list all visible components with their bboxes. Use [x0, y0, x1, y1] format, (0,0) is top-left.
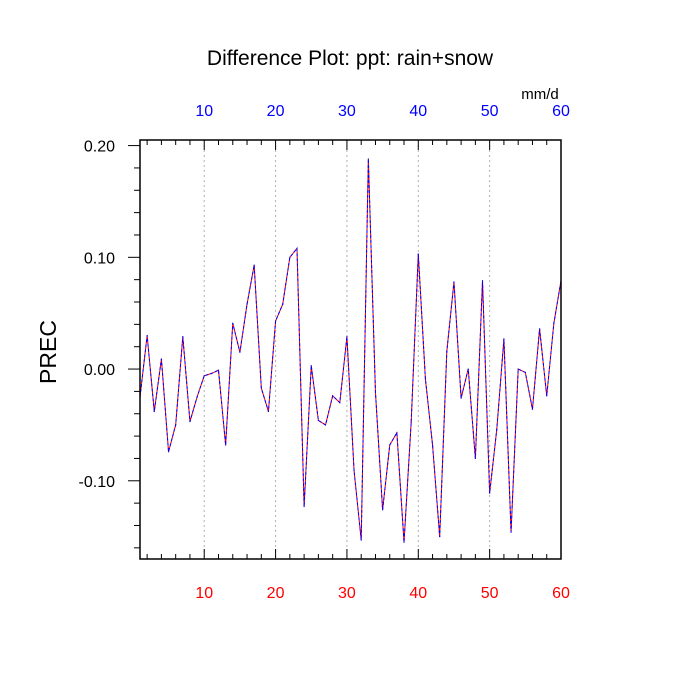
series-point [474, 457, 476, 460]
y-tick-label: 0.20 [84, 139, 115, 156]
series-point [503, 338, 505, 340]
x-tick-label-top: 40 [409, 103, 427, 120]
series-point [417, 253, 419, 255]
x-tick-label-top: 30 [338, 103, 356, 120]
series-point [496, 428, 498, 430]
series-point [260, 387, 262, 389]
series-point [274, 320, 277, 322]
x-tick-label-bottom: 40 [409, 585, 427, 602]
series-point [439, 536, 441, 538]
series-point [189, 420, 191, 423]
series-point [382, 509, 384, 511]
series-point [310, 365, 312, 367]
series-line [139, 158, 562, 543]
x-tick-label-top: 10 [195, 103, 213, 120]
x-tick-label-top: 50 [481, 103, 499, 120]
plot-frame [139, 139, 562, 560]
y-tick-label: 0.00 [84, 362, 115, 379]
x-tick-label-bottom: 50 [481, 585, 499, 602]
series-point [253, 264, 255, 266]
series-point [196, 396, 198, 398]
series-point [553, 322, 555, 324]
series-point [160, 358, 163, 360]
series-point [346, 336, 348, 338]
x-tick-label-top: 20 [267, 103, 285, 120]
series-point [246, 303, 248, 305]
series-point [153, 410, 155, 413]
series-point [175, 424, 177, 426]
series-point [460, 397, 462, 399]
series-point [396, 432, 398, 434]
series-point [332, 395, 334, 397]
series-point [517, 368, 519, 370]
series-point [267, 410, 270, 413]
series-point [282, 303, 284, 305]
series-point [546, 395, 548, 397]
series-point [524, 371, 526, 374]
series-point [389, 444, 391, 446]
chart-title: Difference Plot: ppt: rain+snow [207, 47, 494, 70]
series-point [374, 391, 377, 394]
series-point [339, 401, 341, 404]
series-point [225, 444, 227, 446]
series-point [289, 256, 291, 258]
series-point [167, 451, 170, 453]
series-point [324, 424, 327, 426]
series-point [203, 375, 205, 377]
series-point [317, 419, 319, 422]
series-point [182, 336, 184, 338]
series-point [296, 247, 298, 249]
series-point [481, 280, 484, 282]
series-point [367, 158, 369, 160]
series-point [360, 539, 362, 541]
x-tick-label-bottom: 30 [338, 585, 356, 602]
y-tick-label: -0.10 [79, 474, 116, 491]
x-tick-label-top: 60 [552, 103, 570, 120]
series-point [467, 368, 469, 370]
series-point [303, 505, 305, 508]
series-line-under [139, 158, 562, 543]
series-point [239, 351, 241, 353]
series-point [446, 350, 448, 352]
x-tick-label-bottom: 10 [195, 585, 213, 602]
series-point [232, 322, 234, 324]
top-axis-units: mm/d [521, 86, 559, 103]
series-point [210, 372, 212, 375]
series-point [510, 531, 512, 533]
series-point [489, 492, 491, 494]
series-point [403, 541, 405, 543]
axis-layer [128, 139, 562, 560]
series-point [410, 422, 412, 424]
series-point [431, 444, 434, 446]
x-tick-label-bottom: 60 [552, 585, 570, 602]
y-tick-label: 0.10 [84, 250, 115, 267]
series-point [531, 408, 534, 410]
series-point [146, 334, 148, 337]
series-point [453, 281, 455, 283]
series-point [424, 378, 427, 380]
y-axis-label: PREC [35, 320, 61, 384]
series-point [353, 470, 355, 472]
tick-label-layer: 10 10 20 20 30 30 40 40 50 50 60 60 0.20 0.10 0.00 -0.1… [79, 103, 570, 602]
series-point [217, 369, 220, 371]
series-point [538, 328, 541, 330]
x-tick-label-bottom: 20 [267, 585, 285, 602]
series-layer [139, 158, 562, 543]
